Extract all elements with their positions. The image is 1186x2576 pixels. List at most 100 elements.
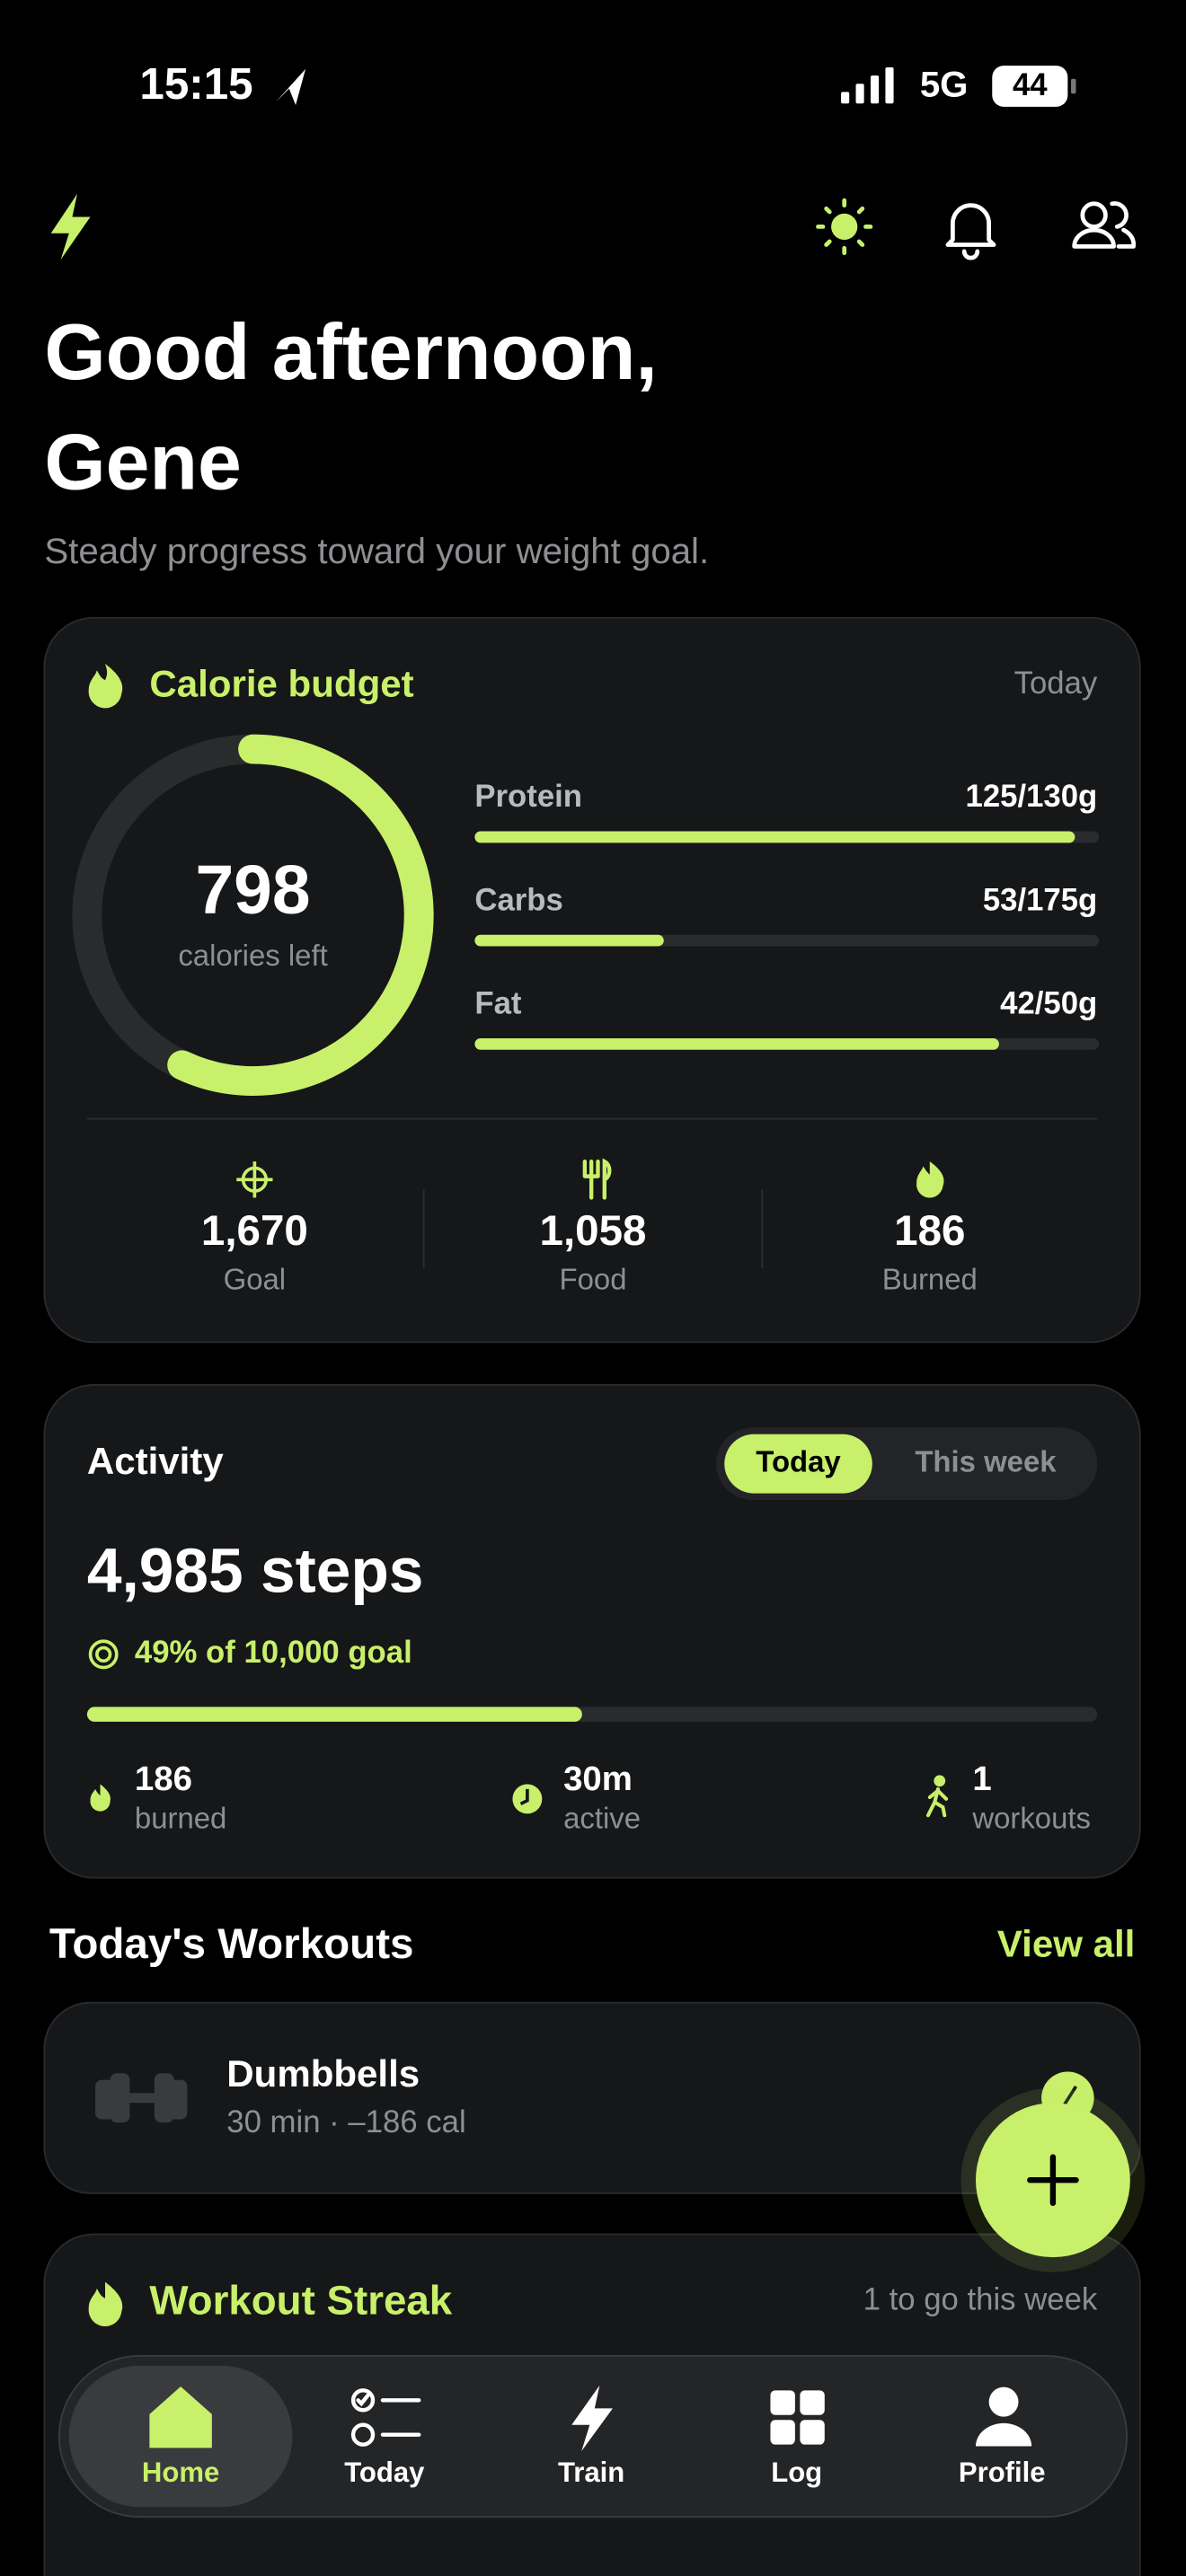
today-icon [350, 2388, 421, 2447]
stat-label: workouts [971, 1801, 1091, 1834]
signal-icon-part [841, 92, 850, 104]
notifications-button[interactable] [945, 203, 996, 260]
status-time: 15:15 [139, 59, 252, 109]
tab-bar [58, 2354, 1128, 2519]
clock-icon-part [519, 1788, 529, 1805]
signal-icon-part [855, 84, 864, 104]
card-title: Calorie budget [149, 663, 413, 705]
stat-label: burned [135, 1801, 226, 1834]
check-mark [1063, 2085, 1078, 2106]
log-icon-part [800, 2420, 825, 2445]
stat-label: Goal [224, 1262, 286, 1295]
theme-toggle-part-part [856, 239, 865, 247]
macro-amount: 42/50g [1000, 987, 1097, 1021]
log-icon-part [800, 2390, 825, 2415]
workout-detail: 30 min · –186 cal [226, 2105, 465, 2139]
calorie-stats: 1,670 Goal 1,058 Food 186 Burned [201, 1207, 978, 1295]
range-tab[interactable]: This week [915, 1444, 1057, 1478]
target-icon-part [88, 1639, 119, 1670]
profile-icon-part [975, 2422, 1032, 2447]
flame-icon [88, 2281, 123, 2327]
card-title: Activity [87, 1440, 224, 1482]
tab-item[interactable]: Train [558, 2457, 624, 2488]
profile-icon [975, 2386, 1032, 2447]
stat-value: 1,058 [540, 1207, 647, 1255]
app-logo [50, 193, 91, 260]
view-all-link[interactable]: View all [997, 1923, 1135, 1965]
log-icon-part [770, 2420, 795, 2445]
macro-progress [474, 831, 1075, 843]
tab-item[interactable]: Profile [959, 2457, 1046, 2488]
notifications-button-part [945, 203, 996, 260]
workout-card[interactable] [43, 2001, 1141, 2194]
theme-toggle-part [831, 213, 858, 241]
streak-status: 1 to go this week [863, 2283, 1098, 2317]
macro-name: Fat [474, 987, 522, 1021]
today-icon-part [350, 2422, 376, 2447]
theme-toggle[interactable] [816, 198, 873, 256]
stat-value: 1 [972, 1760, 991, 1798]
stat-value: 186 [894, 1207, 965, 1255]
theme-toggle-part-part [824, 239, 832, 247]
walk-icon-part [934, 1775, 946, 1787]
network-label: 5G [920, 65, 969, 105]
workout-name: Dumbbells [226, 2052, 420, 2095]
home-icon [149, 2386, 212, 2448]
battery-level: 44 [1013, 68, 1048, 102]
theme-toggle-part [816, 198, 873, 256]
food-icon-part [582, 1158, 612, 1200]
tab-item[interactable]: Today [344, 2457, 425, 2488]
target-icon [88, 1639, 119, 1670]
plus-icon [1027, 2154, 1079, 2206]
walk-icon-part [925, 1786, 949, 1818]
friends-button[interactable] [1072, 201, 1137, 249]
stat-value: 1,670 [201, 1207, 308, 1255]
macro-name: Protein [474, 780, 582, 814]
calorie-card [43, 616, 1141, 1344]
tab-item[interactable]: Home [142, 2457, 219, 2488]
train-icon [571, 2385, 613, 2451]
signal-icon-part [885, 66, 894, 104]
section-title: Today's Workouts [49, 1920, 414, 1968]
steps-progress [86, 1707, 582, 1722]
greeting-subtitle: Steady progress toward your weight goal. [44, 531, 709, 571]
location-icon [276, 68, 306, 106]
macro-progress [474, 934, 664, 947]
profile-icon-part [988, 2386, 1019, 2417]
theme-toggle-part-part [824, 206, 832, 215]
log-icon [770, 2390, 825, 2445]
tab-item[interactable]: Log [771, 2457, 822, 2488]
dumbbell-icon-part [154, 2073, 174, 2123]
theme-toggle-part-part [856, 206, 865, 215]
goal-icon [236, 1161, 273, 1198]
tab-labels: Home Today Train Log Profile [142, 2457, 1046, 2488]
target-icon-part [95, 1645, 112, 1663]
stat-label: Burned [882, 1262, 978, 1295]
food-icon [582, 1158, 612, 1200]
macro-amount: 53/175g [983, 883, 1097, 917]
stat-label: Food [560, 1262, 627, 1295]
walk-icon [925, 1775, 949, 1818]
stat-label: active [563, 1801, 641, 1834]
macro-amount: 125/130g [966, 780, 1098, 814]
activity-card [43, 1384, 1141, 1879]
log-icon-part [770, 2390, 795, 2415]
calories-remaining-label: calories left [178, 939, 327, 972]
clock-icon [512, 1784, 543, 1814]
range-tab-active[interactable] [724, 1434, 872, 1494]
steps-goal: 49% of 10,000 goal [135, 1636, 412, 1670]
greeting-title: Good afternoon, [44, 308, 657, 396]
friends-button-part [1080, 201, 1108, 229]
card-title: Workout Streak [149, 2277, 452, 2323]
signal-icon-part [870, 75, 880, 104]
macros: Protein 125/130g Carbs 53/175g Fat 42/50g [474, 780, 1100, 1050]
range-tab[interactable]: Today [756, 1444, 841, 1478]
signal-icon [841, 66, 894, 104]
burned-icon [916, 1161, 944, 1198]
calorie-ring [72, 734, 434, 1096]
dumbbell-icon-part [169, 2079, 188, 2120]
dumbbell-icon [95, 2073, 188, 2123]
